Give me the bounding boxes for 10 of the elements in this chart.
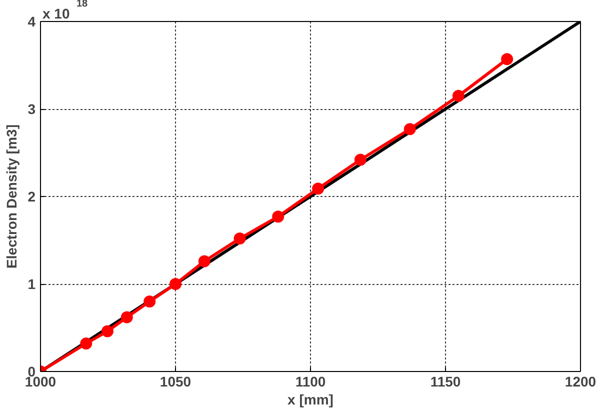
x-tick-label: 1050 <box>160 374 192 390</box>
y-tick-label: 2 <box>28 188 36 204</box>
y-tick-label: 4 <box>28 14 36 30</box>
x-tick-label: 1150 <box>430 374 461 390</box>
y-axis-title: Electron Density [m3] <box>4 124 20 268</box>
x-axis-title: x [mm] <box>288 392 334 408</box>
y-tick-label: 3 <box>28 101 36 117</box>
x-tick-label: 1200 <box>564 374 596 390</box>
y-tick-label: 1 <box>28 276 36 292</box>
x-tick-label: 1100 <box>295 374 326 390</box>
